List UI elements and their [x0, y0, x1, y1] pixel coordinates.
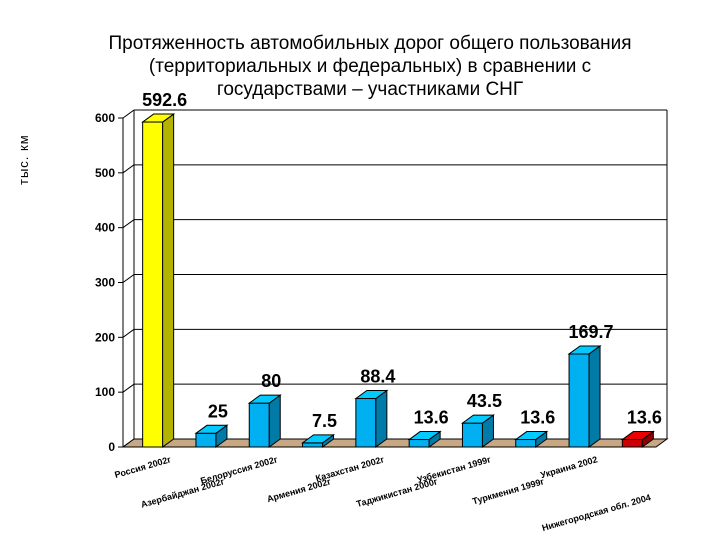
y-tick-label: 200: [95, 330, 115, 344]
gridline-side: [122, 219, 135, 229]
bar: [195, 432, 217, 448]
chart-title: Протяженность автомобильных дорог общего…: [40, 32, 700, 101]
bar-side: [588, 344, 601, 448]
y-tick-label: 100: [95, 385, 115, 399]
data-label: 13.6: [414, 408, 449, 428]
x-tick-label: Нижегородская обл. 2004: [541, 492, 652, 533]
bar-top: [514, 431, 549, 441]
bar: [461, 422, 483, 448]
x-tick-label: Белоруссия 2002г: [199, 454, 279, 486]
data-label: 13.6: [520, 408, 555, 428]
bar-top: [301, 434, 336, 444]
bar: [408, 439, 430, 448]
chart-title-line-2: (территориальных и федеральных) в сравне…: [148, 56, 592, 77]
data-label: 169.7: [569, 322, 614, 342]
x-tick-label: Туркмения 1999г: [471, 476, 545, 506]
data-label: 80: [261, 371, 281, 391]
chart-title-line-3: государствами – участниками СНГ: [216, 79, 524, 100]
bar-top: [567, 345, 602, 355]
data-label: 88.4: [360, 367, 395, 387]
bar-top: [354, 390, 389, 400]
bar-side: [162, 113, 175, 448]
data-label: 592.6: [142, 90, 187, 110]
bar-top: [247, 394, 282, 404]
chart-title-line-1: Протяженность автомобильных дорог общего…: [108, 33, 632, 54]
bar: [568, 353, 590, 448]
gridline-side: [122, 274, 135, 283]
data-label: 7.5: [312, 411, 337, 431]
y-tick-label: 600: [95, 111, 115, 125]
bar-top: [194, 424, 229, 434]
y-tick-label: 0: [108, 440, 115, 454]
bar: [621, 439, 643, 448]
bar-side: [268, 394, 281, 448]
bar-top: [141, 113, 176, 123]
x-tick-label: Казахстан 2002г: [314, 454, 385, 483]
data-label: 25: [208, 401, 228, 421]
data-label: 43.5: [467, 391, 502, 411]
bar: [302, 442, 324, 448]
bar: [355, 398, 377, 448]
y-tick-label: 300: [95, 276, 115, 290]
bar: [248, 402, 270, 448]
bar: [142, 121, 164, 448]
bar-top: [460, 414, 495, 424]
gridline-side: [122, 328, 135, 338]
gridline-side: [122, 109, 135, 119]
x-tick-label: Узбекистан 1999г: [416, 454, 492, 485]
bar-side: [375, 389, 388, 448]
bar: [515, 439, 537, 448]
x-tick-label: Россия 2002г: [113, 454, 172, 480]
gridline-side: [122, 383, 135, 393]
bar-top: [620, 431, 655, 441]
bar-top: [407, 431, 442, 441]
y-tick-label: 400: [95, 221, 115, 235]
y-tick-label: 500: [95, 166, 115, 180]
data-label: 13.6: [627, 408, 662, 428]
x-tick-label: Украина 2002: [539, 454, 598, 480]
gridline-side: [122, 164, 135, 174]
